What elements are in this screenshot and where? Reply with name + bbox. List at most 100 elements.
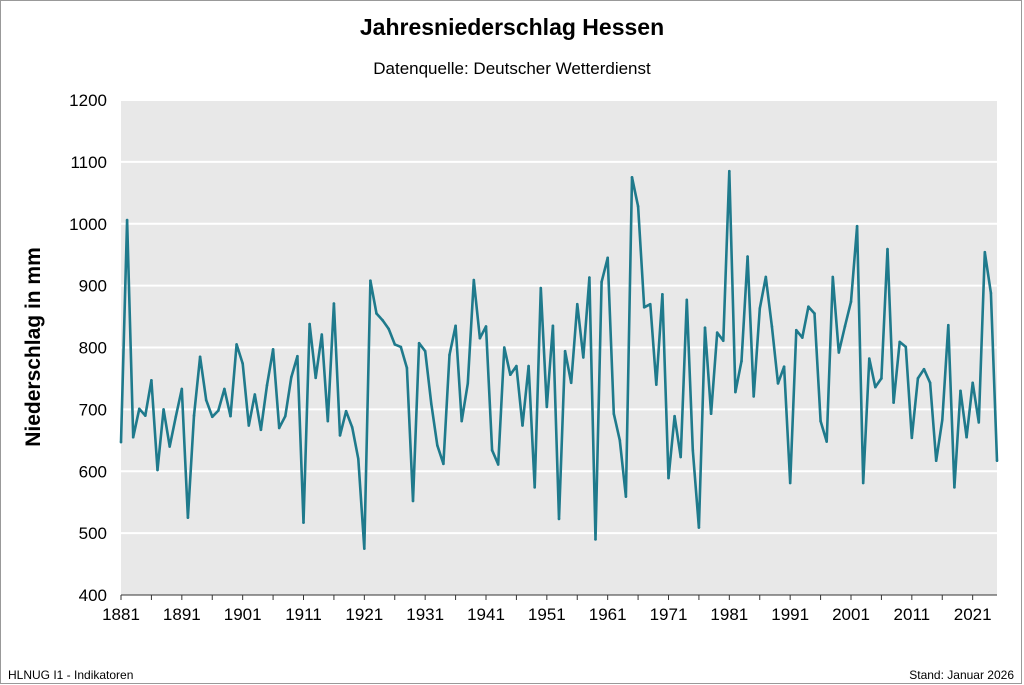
data-point-1908 [283, 414, 287, 418]
data-point-2014 [928, 381, 932, 385]
data-point-1991 [788, 481, 792, 485]
data-point-2016 [940, 418, 944, 422]
data-point-2008 [892, 401, 895, 404]
x-tick-label: 2011 [894, 605, 931, 624]
data-point-1970 [661, 292, 664, 296]
data-point-1906 [271, 348, 275, 351]
x-tick-label: 1901 [224, 605, 262, 624]
data-point-1955 [569, 381, 573, 385]
data-point-2001 [849, 300, 853, 304]
data-point-1977 [703, 326, 707, 330]
data-point-1921 [363, 547, 366, 550]
x-tick-label: 1881 [102, 605, 140, 624]
data-point-1885 [144, 414, 147, 417]
data-point-2024 [989, 291, 993, 295]
data-point-2006 [880, 377, 883, 380]
data-point-1989 [776, 382, 780, 385]
data-point-2005 [874, 385, 877, 389]
data-point-1920 [356, 457, 360, 461]
data-point-1988 [770, 325, 774, 328]
data-point-1927 [399, 345, 403, 349]
data-point-1984 [746, 255, 749, 258]
data-point-2000 [843, 325, 847, 328]
data-point-1960 [600, 280, 603, 284]
data-point-1919 [350, 426, 354, 429]
data-point-1957 [582, 356, 585, 359]
data-point-1929 [411, 499, 415, 503]
data-point-1996 [819, 419, 822, 423]
y-tick-label: 900 [79, 277, 107, 296]
data-point-1907 [277, 426, 281, 430]
data-point-1969 [655, 383, 658, 386]
y-tick-label: 600 [79, 462, 107, 481]
data-point-2004 [867, 357, 871, 360]
data-point-1909 [290, 375, 293, 379]
x-tick-label: 1911 [285, 605, 322, 624]
data-point-1961 [606, 256, 609, 260]
data-point-2022 [977, 421, 981, 424]
x-tick-label: 2001 [832, 605, 870, 624]
data-point-1952 [551, 324, 555, 328]
y-tick-label: 1200 [69, 91, 107, 110]
data-point-1979 [715, 331, 719, 334]
x-tick-label: 1961 [589, 605, 627, 624]
data-point-2020 [965, 435, 968, 439]
data-point-1942 [490, 448, 494, 452]
data-point-1933 [436, 443, 439, 447]
data-point-1939 [472, 278, 476, 282]
data-point-1950 [539, 286, 543, 290]
data-point-1910 [296, 354, 299, 358]
data-point-2019 [959, 389, 962, 393]
data-point-1881 [119, 440, 123, 444]
data-point-1954 [563, 349, 567, 353]
y-tick-label: 1100 [70, 153, 107, 172]
data-point-1887 [156, 468, 159, 472]
data-point-1946 [515, 364, 518, 368]
data-point-1964 [624, 495, 628, 498]
data-point-1958 [588, 276, 591, 279]
data-point-1923 [375, 312, 378, 315]
data-point-2012 [916, 377, 920, 380]
x-tick-label: 1891 [163, 605, 201, 624]
data-point-2003 [861, 481, 865, 485]
data-point-2011 [910, 436, 914, 440]
data-point-1916 [332, 302, 336, 305]
data-point-1956 [575, 302, 579, 306]
data-point-1925 [387, 327, 390, 331]
x-tick-label: 1971 [650, 605, 688, 624]
data-point-1924 [381, 318, 384, 322]
y-tick-label: 400 [79, 586, 107, 605]
data-point-1891 [180, 387, 184, 391]
data-point-1905 [265, 383, 269, 387]
data-point-1913 [314, 376, 317, 380]
x-tick-label: 2021 [954, 605, 992, 624]
data-point-1974 [685, 298, 689, 302]
data-point-1893 [192, 414, 196, 417]
data-point-2021 [971, 381, 974, 385]
data-point-1963 [618, 439, 622, 442]
data-point-1897 [217, 409, 220, 412]
data-point-1983 [740, 359, 743, 363]
data-point-2002 [855, 224, 859, 228]
data-point-1994 [807, 305, 810, 308]
data-point-1937 [460, 419, 463, 423]
data-point-1912 [308, 322, 311, 326]
data-point-1895 [204, 398, 208, 402]
data-point-1949 [533, 486, 536, 489]
data-point-1975 [691, 448, 695, 452]
data-point-1982 [734, 390, 737, 394]
y-tick-label: 1000 [69, 215, 107, 234]
data-point-1904 [259, 428, 263, 432]
data-point-2010 [904, 345, 908, 349]
data-point-1903 [253, 393, 257, 396]
data-point-1941 [484, 325, 488, 328]
data-point-2015 [934, 459, 938, 463]
data-point-1978 [709, 412, 713, 416]
data-point-1947 [521, 424, 524, 427]
x-tick-label: 1991 [771, 605, 809, 624]
data-point-1894 [198, 355, 202, 359]
data-point-1992 [794, 328, 798, 332]
data-point-1898 [223, 387, 226, 391]
data-point-1900 [235, 343, 238, 346]
